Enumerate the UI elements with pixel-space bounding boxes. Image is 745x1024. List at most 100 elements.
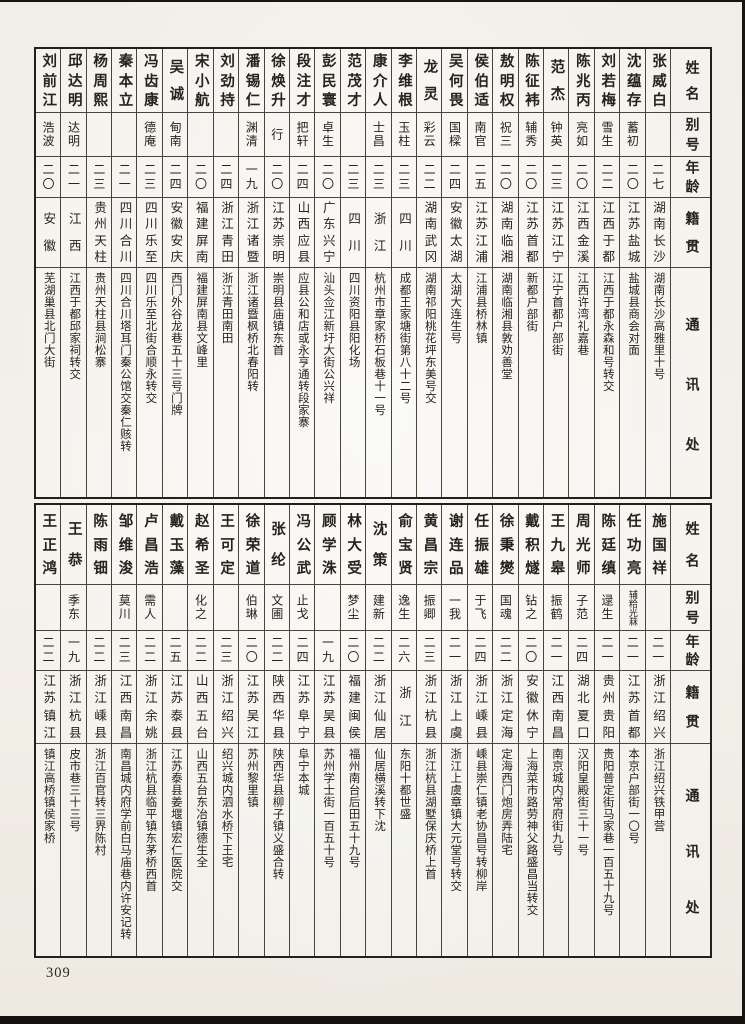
char-glyph: 嵊 xyxy=(473,708,488,723)
char-glyph: 玉 xyxy=(167,536,184,553)
char-glyph: 于 xyxy=(600,233,615,248)
char-glyph: 康 xyxy=(141,92,158,109)
char-glyph: 何 xyxy=(446,72,463,89)
native-place-cell: 贵州天柱 xyxy=(86,198,112,268)
alias-cell xyxy=(188,113,213,157)
person-column: 宋小航二〇福建屏南福建屏南县文峰里 xyxy=(187,49,213,497)
address-text: 江苏泰县姜堰镇宏仁医院交 xyxy=(169,748,182,892)
age-cell: 二五 xyxy=(162,631,188,671)
char-glyph: 陕 xyxy=(269,674,284,689)
char-glyph: 南 xyxy=(549,708,564,723)
age-text: 二〇 xyxy=(523,162,538,192)
address-text: 本京户部街一〇号 xyxy=(627,748,640,844)
alias-cell: 玉柱 xyxy=(391,113,416,157)
person-column: 林大受梦尘 二〇福建闽侯福州南台后田五十九号 xyxy=(339,505,366,956)
address-cell: 浙江杭县湖墅保庆桥上首 xyxy=(417,744,441,956)
age-cell: 二二 xyxy=(137,631,162,671)
char-glyph: 齿 xyxy=(141,72,158,89)
alias-text: 蓄初 xyxy=(625,121,640,148)
name-cell: 潘锡仁 xyxy=(239,49,264,113)
alias-text: 德庵 xyxy=(142,121,157,148)
char-glyph: 浙 xyxy=(92,674,107,689)
char-glyph: 县 xyxy=(269,725,284,740)
char-glyph: 湘 xyxy=(498,250,513,265)
age-text: 二一 xyxy=(447,636,462,665)
address-text: 东阳十都世盛 xyxy=(398,748,411,820)
header-cell-name: 姓名 xyxy=(671,49,710,113)
char-glyph: 城 xyxy=(625,250,640,265)
alias-text: 止戈 xyxy=(295,594,310,621)
char-glyph: 江 xyxy=(269,200,284,215)
address-cell: 江苏泰县姜堰镇宏仁医院交 xyxy=(163,744,187,956)
name-cell: 俞宝贤 xyxy=(391,505,416,585)
alias-text: 逸生 xyxy=(396,594,411,621)
char-glyph: 江 xyxy=(168,674,183,689)
name-cell: 刘若梅 xyxy=(594,49,620,113)
char-glyph: 江 xyxy=(549,674,564,689)
age-text: 二一 xyxy=(549,636,564,665)
char-glyph: 口 xyxy=(574,725,589,740)
char-glyph: 李 xyxy=(395,52,412,69)
alias-cell: 士昌 xyxy=(366,113,391,157)
char-glyph: 潘 xyxy=(243,52,260,69)
address-text: 浙江杭县临平镇东茅桥西首 xyxy=(144,748,157,892)
char-glyph: 彭 xyxy=(319,52,336,69)
person-column: 王九皋振鹤 二一江西南昌南京城内常府街九号 xyxy=(542,505,569,956)
age-cell: 二二 xyxy=(594,157,620,198)
age-text: 二三 xyxy=(422,636,437,665)
char-glyph: 苏 xyxy=(473,217,488,232)
alias-text: 甸南 xyxy=(168,121,183,148)
char-glyph: 宋 xyxy=(192,52,209,69)
char-glyph: 江 xyxy=(320,674,335,689)
name-cell: 秦本立 xyxy=(112,49,137,113)
header-column: 姓名别号年龄籍贯通讯处 xyxy=(670,49,710,497)
char-glyph: 苏 xyxy=(244,691,259,706)
alias-cell xyxy=(162,585,188,631)
char-glyph: 浙 xyxy=(473,674,488,689)
char-glyph: 籍 xyxy=(683,210,699,227)
alias-text: 子范 xyxy=(574,594,589,621)
name-cell: 宋小航 xyxy=(188,49,213,113)
alias-text: 钟英 xyxy=(549,121,564,148)
char-glyph: 王 xyxy=(548,512,565,529)
char-glyph: 田 xyxy=(219,250,234,265)
char-glyph: 苏 xyxy=(549,217,564,232)
address-text: 江西许湾礼嘉巷 xyxy=(576,272,589,356)
alias-text: 浩波 xyxy=(41,121,56,148)
char-glyph: 宁 xyxy=(295,725,310,740)
age-text: 二三 xyxy=(396,162,411,192)
char-glyph: 号 xyxy=(683,609,699,626)
address-text: 浙江百官转三界陈村 xyxy=(93,748,106,856)
char-glyph: 苏 xyxy=(269,217,284,232)
alias-cell: 德庵 xyxy=(137,113,162,157)
person-column: 陈廷缜逯生 二一贵州贵阳贵阳普定街马家巷一百五十九号 xyxy=(593,505,620,956)
name-cell: 王恭 xyxy=(61,505,86,585)
age-cell: 二〇 xyxy=(188,157,213,198)
char-glyph: 受 xyxy=(345,560,362,577)
address-text: 南京城内常府街九号 xyxy=(550,748,563,856)
char-glyph: 徐 xyxy=(268,52,285,69)
age-cell: 二三 xyxy=(416,631,442,671)
char-glyph: 维 xyxy=(395,72,412,89)
age-cell: 二二 xyxy=(264,631,289,671)
native-place-cell: 浙江仙居 xyxy=(366,671,391,744)
char-glyph: 秦 xyxy=(116,52,133,69)
char-glyph: 张 xyxy=(268,520,285,537)
char-glyph: 纶 xyxy=(268,552,285,569)
native-place-cell: 浙江定海 xyxy=(493,671,518,744)
age-cell: 二一 xyxy=(620,631,645,671)
char-glyph: 昌 xyxy=(421,536,438,553)
char-glyph: 江 xyxy=(447,691,462,706)
age-cell: 二三 xyxy=(543,157,569,198)
char-glyph: 江 xyxy=(219,217,234,232)
name-cell: 顾学洙 xyxy=(315,505,340,585)
native-place-cell: 福建屏南 xyxy=(188,198,213,268)
alias-cell xyxy=(645,113,670,157)
char-glyph: 戴 xyxy=(167,512,184,529)
alias-cell: 国魂 xyxy=(493,585,518,631)
char-glyph: 浙 xyxy=(396,685,411,700)
name-cell: 杨周熙 xyxy=(86,49,112,113)
native-place-cell: 江苏江浦 xyxy=(467,198,493,268)
age-cell: 二七 xyxy=(645,157,670,198)
age-text: 二〇 xyxy=(320,162,335,192)
